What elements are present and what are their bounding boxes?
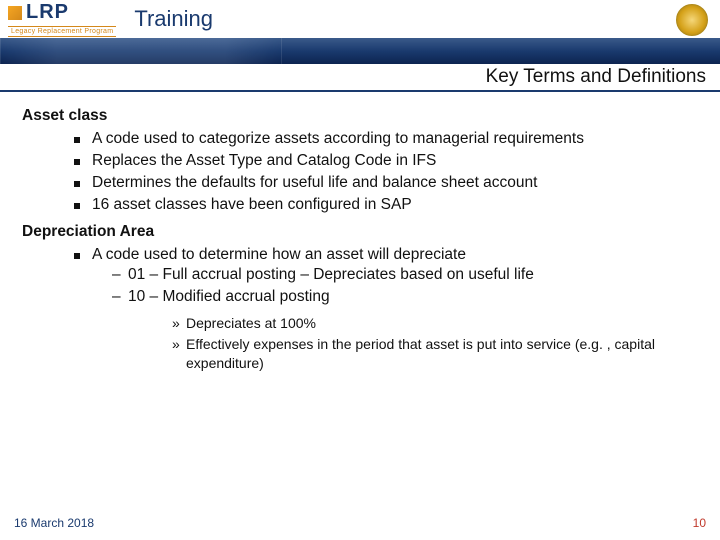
logo-acronym: LRP bbox=[26, 1, 69, 24]
list-item: Replaces the Asset Type and Catalog Code… bbox=[74, 151, 698, 172]
bullet-text: 16 asset classes have been configured in… bbox=[92, 196, 412, 213]
list-item: A code used to categorize assets accordi… bbox=[74, 129, 698, 150]
slide-header: LRP Legacy Replacement Program Training bbox=[0, 0, 720, 64]
list-item: 16 asset classes have been configured in… bbox=[74, 195, 698, 216]
bullet-text: Effectively expenses in the period that … bbox=[186, 336, 655, 371]
bullet-text: A code used to categorize assets accordi… bbox=[92, 130, 584, 147]
bullet-text: A code used to determine how an asset wi… bbox=[92, 246, 466, 263]
subtitle-row: Key Terms and Definitions bbox=[0, 64, 720, 92]
bullet-list: A code used to categorize assets accordi… bbox=[74, 129, 698, 216]
list-item: 10 – Modified accrual posting Depreciate… bbox=[112, 287, 698, 373]
slide-footer: 16 March 2018 10 bbox=[0, 516, 720, 530]
header-top-row: LRP Legacy Replacement Program Training bbox=[0, 0, 720, 38]
bullet-text: Depreciates at 100% bbox=[186, 315, 316, 331]
bullet-list: A code used to determine how an asset wi… bbox=[74, 245, 698, 373]
bullet-text: 10 – Modified accrual posting bbox=[128, 288, 330, 305]
org-seal-icon bbox=[676, 4, 708, 36]
list-item: Depreciates at 100% bbox=[172, 314, 698, 333]
term-heading: Depreciation Area bbox=[22, 222, 698, 243]
footer-page-number: 10 bbox=[693, 516, 706, 530]
header-accent-bar bbox=[0, 38, 720, 64]
sub-sub-bullet-list: Depreciates at 100% Effectively expenses… bbox=[172, 314, 698, 373]
logo-tagline: Legacy Replacement Program bbox=[8, 26, 116, 37]
list-item: Determines the defaults for useful life … bbox=[74, 173, 698, 194]
sub-bullet-list: 01 – Full accrual posting – Depreciates … bbox=[112, 265, 698, 373]
slide-body: Asset class A code used to categorize as… bbox=[0, 92, 720, 373]
bullet-text: Replaces the Asset Type and Catalog Code… bbox=[92, 152, 436, 169]
slide-title: Training bbox=[134, 6, 213, 32]
list-item: 01 – Full accrual posting – Depreciates … bbox=[112, 265, 698, 286]
footer-date: 16 March 2018 bbox=[14, 516, 94, 530]
list-item: Effectively expenses in the period that … bbox=[172, 335, 698, 373]
lrp-logo-text: LRP bbox=[8, 1, 69, 24]
logo-square-icon bbox=[8, 6, 22, 20]
bullet-text: Determines the defaults for useful life … bbox=[92, 174, 537, 191]
term-heading: Asset class bbox=[22, 106, 698, 127]
bullet-text: 01 – Full accrual posting – Depreciates … bbox=[128, 266, 534, 283]
lrp-logo: LRP Legacy Replacement Program bbox=[8, 1, 116, 37]
slide-subtitle: Key Terms and Definitions bbox=[486, 66, 706, 88]
list-item: A code used to determine how an asset wi… bbox=[74, 245, 698, 373]
